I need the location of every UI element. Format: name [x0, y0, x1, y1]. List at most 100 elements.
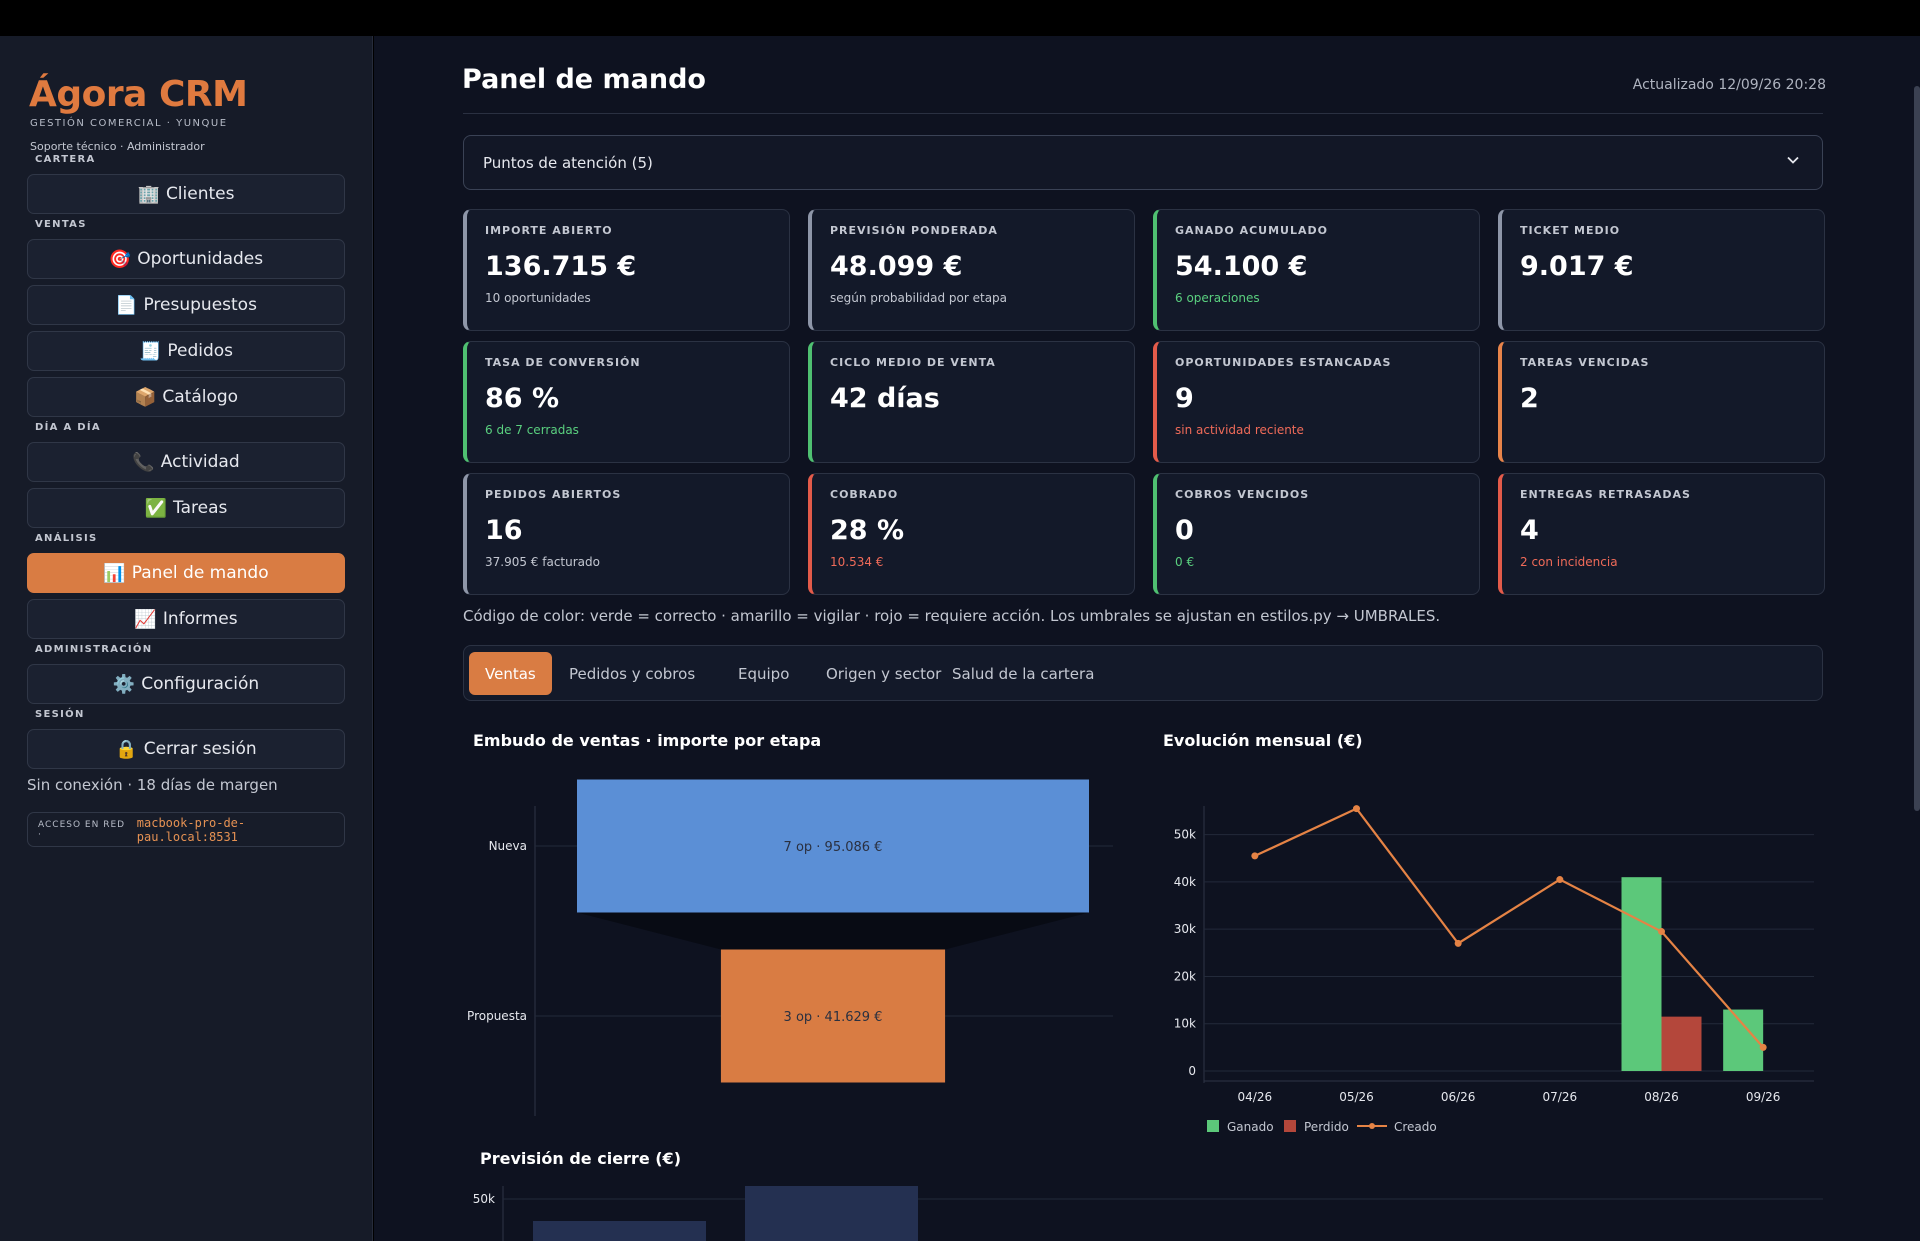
kpi-entregas-retrasadas: ENTREGAS RETRASADAS 4 2 con incidencia	[1498, 473, 1825, 595]
sidebar-item-informes[interactable]: 📈 Informes	[27, 599, 345, 639]
kpi-sub: 0 €	[1175, 555, 1195, 569]
kpi-value: 86 %	[485, 383, 560, 414]
sidebar-item-label: Pedidos	[167, 341, 234, 361]
sidebar-item-label: Actividad	[160, 452, 240, 472]
kpi-ganado-acumulado: GANADO ACUMULADO 54.100 € 6 operaciones	[1153, 209, 1480, 331]
kpi-value: 9.017 €	[1520, 251, 1634, 282]
main-content: Panel de mando Actualizado 12/09/26 20:2…	[374, 36, 1920, 1241]
kpi-pedidos-abiertos: PEDIDOS ABIERTOS 16 37.905 € facturado	[463, 473, 790, 595]
sidebar-item-panel-de-mando[interactable]: 📊 Panel de mando	[27, 553, 345, 593]
monthly-bar-perdido	[1661, 1016, 1702, 1071]
sidebar-item-oportunidades[interactable]: 🎯 Oportunidades	[27, 239, 345, 279]
kpi-sub: 6 operaciones	[1175, 291, 1260, 305]
kpi-cobros-vencidos: COBROS VENCIDOS 0 0 €	[1153, 473, 1480, 595]
kpi-tasa-conversion: TASA DE CONVERSIÓN 86 % 6 de 7 cerradas	[463, 341, 790, 463]
monthly-x-tick: 06/26	[1441, 1090, 1476, 1104]
kpi-label: PREVISIÓN PONDERADA	[830, 224, 998, 237]
funnel-category-label: Propuesta	[467, 1009, 527, 1023]
kpi-sub: 10 oportunidades	[485, 291, 591, 305]
funnel-bar-label: 7 op · 95.086 €	[784, 840, 883, 855]
funnel-chart: 7 op · 95.086 € Nueva 3 op · 41.629 € Propu…	[467, 779, 1113, 1116]
kpi-value: 136.715 €	[485, 251, 637, 282]
monthly-point-creado	[1556, 876, 1564, 884]
monthly-point-creado	[1454, 939, 1462, 947]
monthly-y-tick: 40k	[1174, 875, 1196, 889]
sidebar-item-actividad[interactable]: 📞 Actividad	[27, 442, 345, 482]
sidebar-item-configuracion[interactable]: ⚙️ Configuración	[27, 664, 345, 704]
kpi-sub: sin actividad reciente	[1175, 423, 1304, 437]
kpi-oportunidades-estancadas: OPORTUNIDADES ESTANCADAS 9 sin actividad…	[1153, 341, 1480, 463]
building-icon: 🏢	[137, 183, 160, 205]
sidebar-item-label: Cerrar sesión	[143, 739, 257, 759]
logout-button[interactable]: 🔒 Cerrar sesión	[27, 729, 345, 769]
kpi-sub: según probabilidad por etapa	[830, 291, 1008, 305]
kpi-value: 28 %	[830, 515, 905, 546]
monthly-y-tick: 50k	[1174, 828, 1196, 842]
monthly-x-tick: 05/26	[1339, 1090, 1374, 1104]
kpi-label: COBROS VENCIDOS	[1175, 488, 1310, 501]
kpi-label: PEDIDOS ABIERTOS	[485, 488, 622, 501]
sidebar-item-pedidos[interactable]: 🧾 Pedidos	[27, 331, 345, 371]
monthly-point-creado	[1251, 852, 1259, 860]
sidebar-item-label: Informes	[162, 609, 238, 629]
kpi-label: TAREAS VENCIDAS	[1520, 356, 1650, 369]
forecast-y-tick: 50k	[473, 1192, 495, 1206]
funnel-connector	[577, 912, 1089, 950]
window-top-bar	[0, 0, 1920, 36]
scrollbar[interactable]	[1914, 86, 1920, 811]
kpi-value: 54.100 €	[1175, 251, 1308, 282]
kpi-tareas-vencidas: TAREAS VENCIDAS 2	[1498, 341, 1825, 463]
trend-chart-icon: 📈	[134, 608, 157, 630]
monthly-chart: 0 10k 20k 30k 40k 50k 04/26 05/26 06/26 07/26 08/2…	[1174, 805, 1814, 1134]
section-label-dia-a-dia: DÍA A DÍA	[35, 422, 101, 433]
tab-pedidos-y-cobros[interactable]: Pedidos y cobros	[569, 664, 696, 683]
funnel-category-label: Nueva	[489, 839, 527, 853]
kpi-sub: 37.905 € facturado	[485, 555, 600, 569]
sidebar-item-label: Tareas	[173, 498, 228, 518]
monthly-line-creado	[1254, 807, 1764, 1049]
monthly-x-tick: 08/26	[1644, 1090, 1679, 1104]
kpi-cobrado: COBRADO 28 % 10.534 €	[808, 473, 1135, 595]
section-label-cartera: CARTERA	[35, 154, 96, 165]
kpi-sub: 2 con incidencia	[1520, 555, 1618, 569]
sidebar-item-presupuestos[interactable]: 📄 Presupuestos	[27, 285, 345, 325]
lock-icon: 🔒	[115, 738, 138, 760]
funnel-bar-propuesta	[720, 949, 946, 1083]
funnel-bar-nueva	[577, 779, 1089, 913]
legend-swatch-ganado	[1207, 1120, 1219, 1132]
funnel-chart-title: Embudo de ventas · importe por etapa	[473, 731, 822, 750]
kpi-label: TASA DE CONVERSIÓN	[485, 356, 641, 369]
section-label-analisis: ANÁLISIS	[35, 533, 98, 544]
updated-timestamp: Actualizado 12/09/26 20:28	[1632, 77, 1826, 93]
attention-label: Puntos de atención (5)	[483, 153, 653, 172]
document-icon: 📄	[115, 294, 138, 316]
brand-logo: Ágora CRM	[29, 74, 248, 115]
legend-label-perdido: Perdido	[1304, 1120, 1349, 1134]
monthly-x-tick: 04/26	[1238, 1090, 1273, 1104]
kpi-label: TICKET MEDIO	[1520, 224, 1621, 237]
monthly-y-tick: 30k	[1174, 922, 1196, 936]
sidebar-item-clientes[interactable]: 🏢 Clientes	[27, 174, 345, 214]
color-code-note: Código de color: verde = correcto · amar…	[463, 607, 1441, 625]
sidebar-item-catalogo[interactable]: 📦 Catálogo	[27, 377, 345, 417]
monthly-x-tick: 07/26	[1543, 1090, 1578, 1104]
kpi-ticket-medio: TICKET MEDIO 9.017 €	[1498, 209, 1825, 331]
tab-origen-y-sector[interactable]: Origen y sector	[826, 664, 942, 683]
monthly-y-tick: 0	[1188, 1064, 1196, 1078]
kpi-label: ENTREGAS RETRASADAS	[1520, 488, 1691, 501]
kpi-label: GANADO ACUMULADO	[1175, 224, 1328, 237]
forecast-bar	[745, 1186, 918, 1241]
sidebar-item-tareas[interactable]: ✅ Tareas	[27, 488, 345, 528]
kpi-value: 0	[1175, 515, 1194, 546]
phone-icon: 📞	[132, 451, 155, 473]
tab-salud-de-la-cartera[interactable]: Salud de la cartera	[952, 664, 1095, 683]
tab-ventas[interactable]: Ventas	[469, 652, 552, 695]
kpi-sub: 6 de 7 cerradas	[485, 423, 579, 437]
chevron-down-icon	[1787, 156, 1799, 164]
legend-swatch-perdido	[1284, 1120, 1296, 1132]
divider	[463, 113, 1823, 114]
attention-expander[interactable]: Puntos de atención (5)	[463, 135, 1823, 190]
network-host-link[interactable]: macbook-pro-de-pau.local:8531	[136, 815, 246, 844]
sidebar-item-label: Oportunidades	[137, 249, 264, 269]
tab-equipo[interactable]: Equipo	[738, 664, 790, 683]
